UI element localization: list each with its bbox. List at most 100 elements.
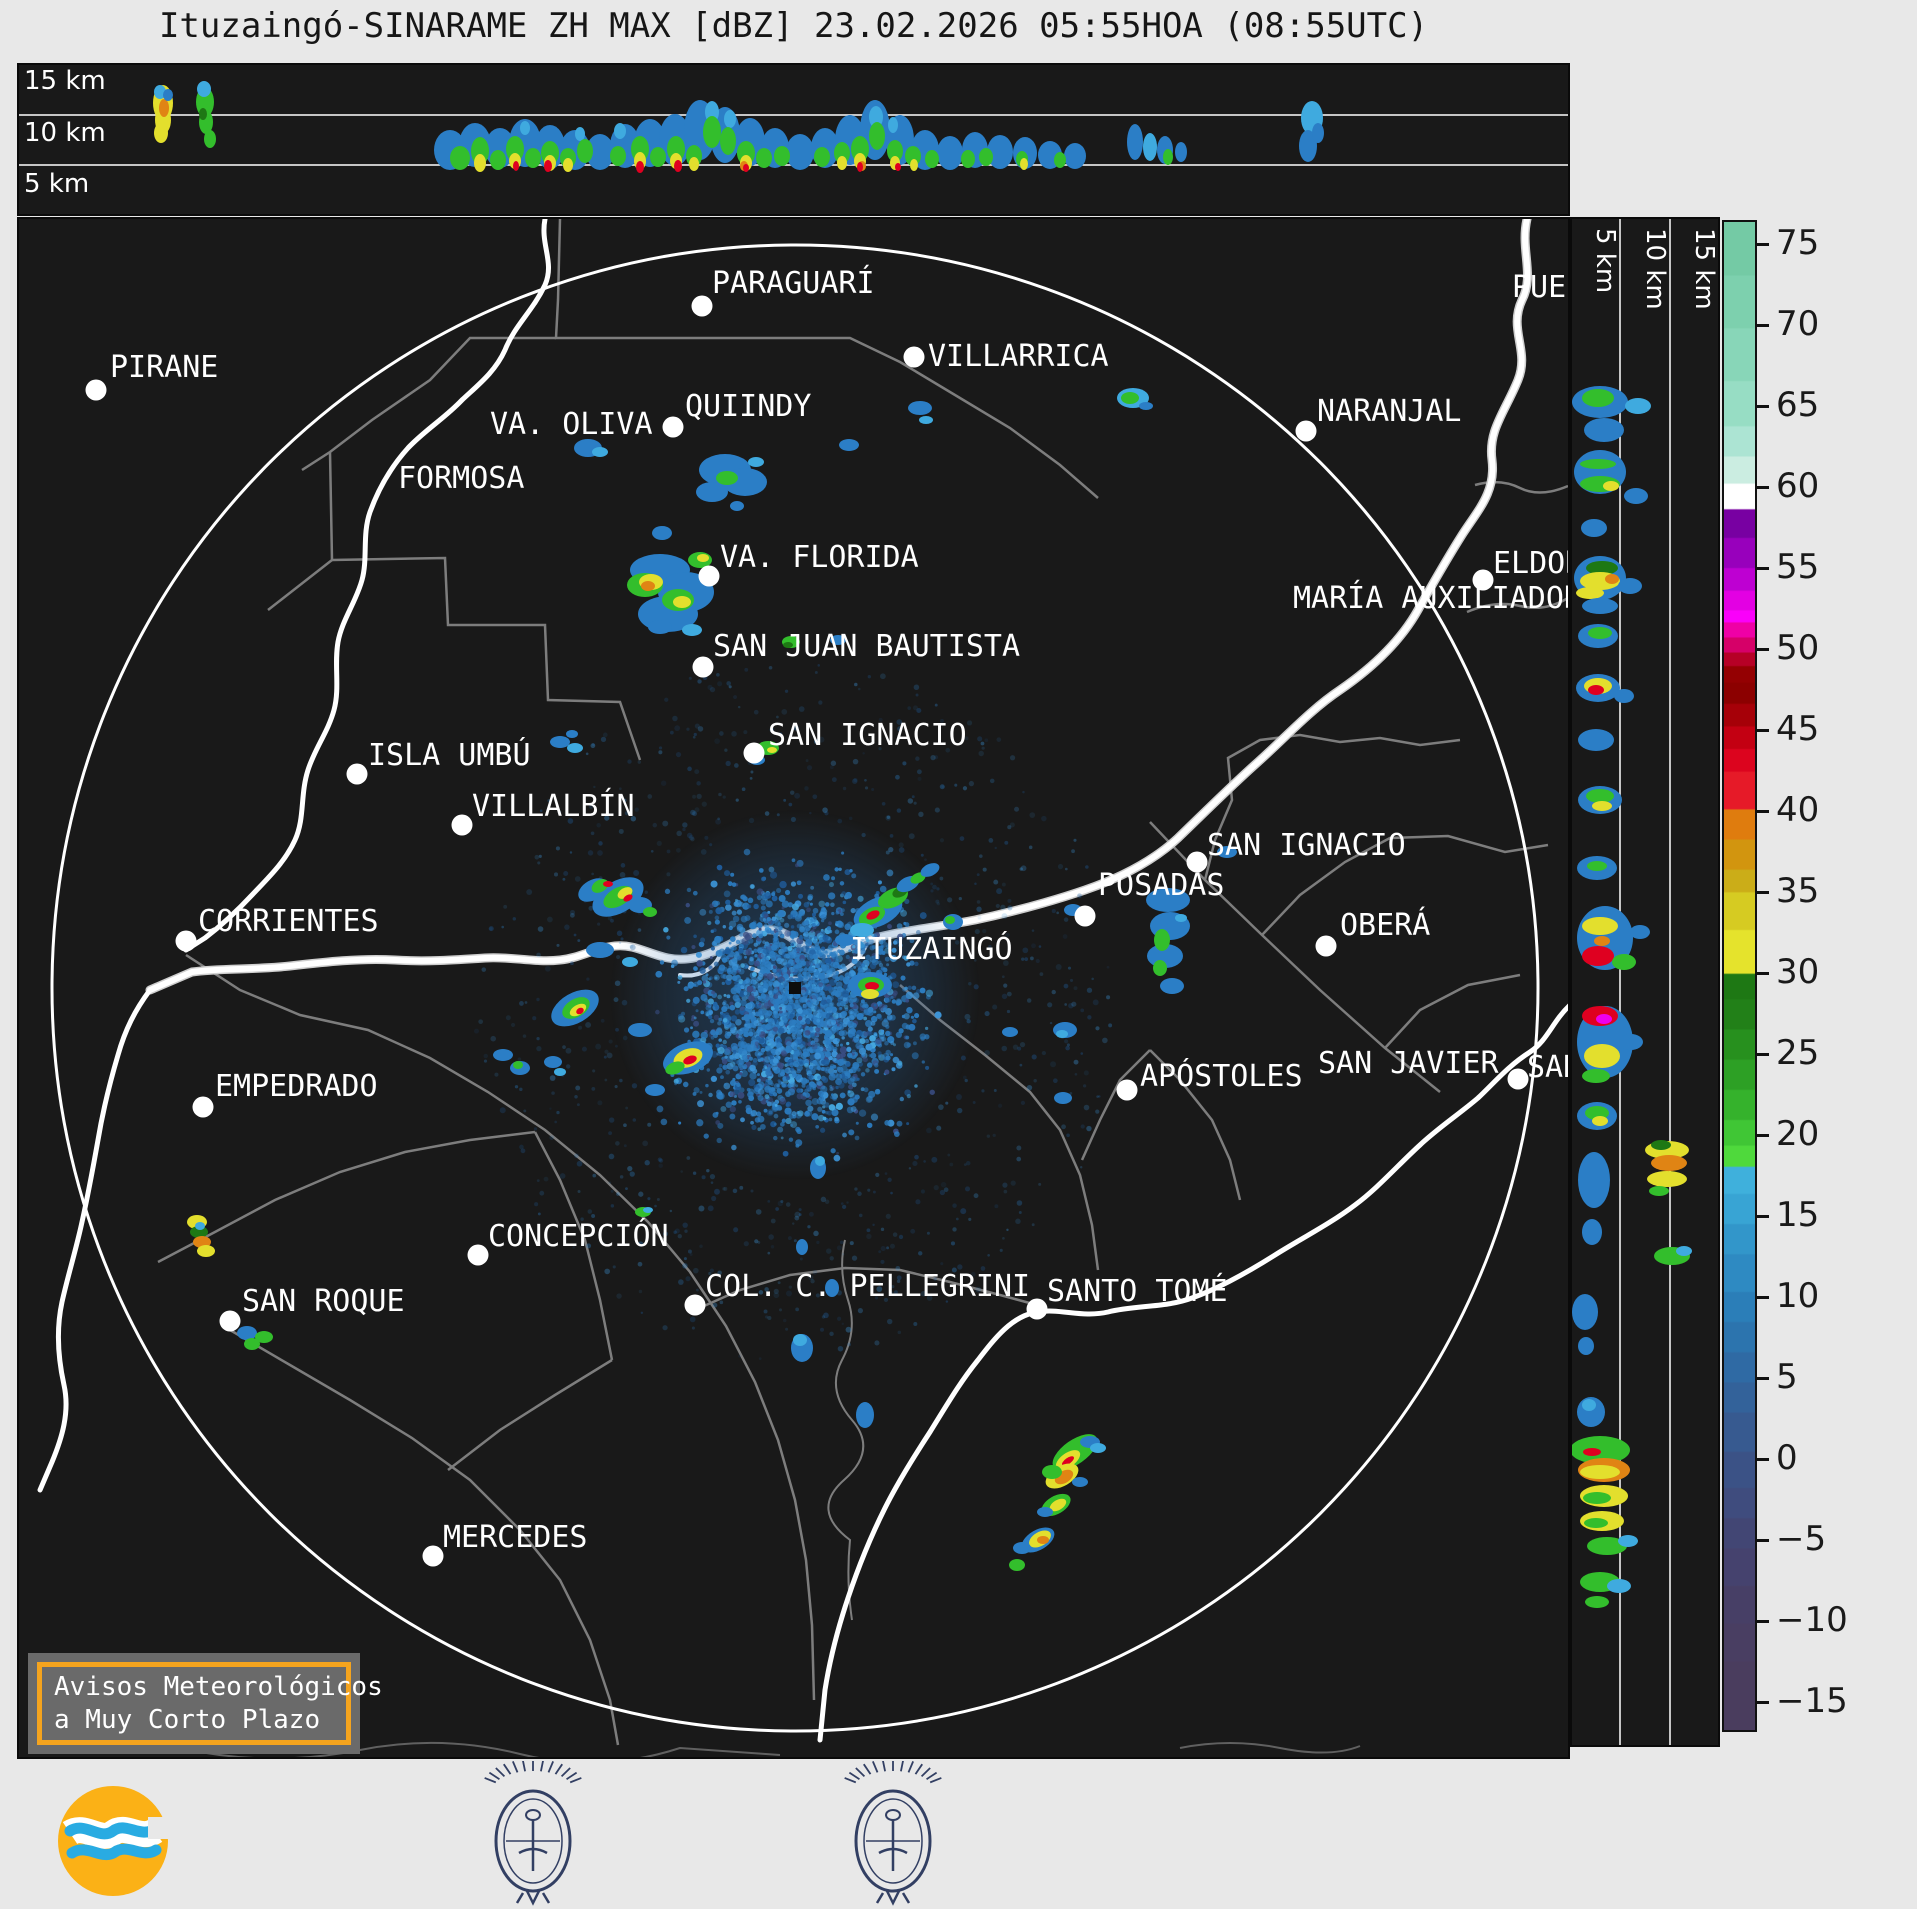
right-label-10km: 10 km — [1640, 228, 1670, 310]
echo-cell — [163, 89, 173, 101]
echo-cell — [1054, 152, 1066, 168]
city-villalb-n: VILLALBÍN — [451, 788, 635, 836]
city-label: COL. C. PELLEGRINI — [705, 1269, 1030, 1304]
city-dot — [1507, 1068, 1529, 1090]
city-naranjal: NARANJAL — [1295, 394, 1462, 442]
echo-cell — [979, 148, 993, 166]
city-dot — [691, 295, 713, 317]
echo-cell — [908, 401, 932, 415]
echo-cell — [1175, 914, 1187, 922]
echo-cell — [910, 159, 918, 171]
echo-cell — [720, 127, 736, 155]
colorbar-tick — [1757, 405, 1769, 408]
city-label: PARAGUARÍ — [712, 265, 875, 301]
city-label: SAN ROQUE — [242, 1284, 405, 1319]
echo-cell — [1596, 1014, 1612, 1024]
echo-cell — [1581, 519, 1607, 537]
right-label-5km: 5 km — [1590, 228, 1620, 294]
city-label: POSADAS — [1098, 868, 1224, 903]
echo-cell — [730, 501, 744, 511]
echo-cell — [554, 1068, 566, 1076]
city-label: VILLARRICA — [928, 339, 1109, 374]
city-va-florida: VA. FLORIDA — [698, 540, 919, 587]
echo-cell — [1586, 561, 1618, 575]
echo-cell — [851, 136, 869, 162]
city-label: SAN IGNACIO — [768, 718, 967, 753]
echo-cell — [1584, 1044, 1620, 1068]
echo-cell — [544, 160, 552, 172]
echo-cell — [154, 123, 168, 143]
echo-cell — [937, 136, 963, 170]
echo-cell — [786, 134, 814, 170]
city-pirane: PIRANE — [85, 350, 218, 401]
echo-cell — [682, 624, 702, 636]
echo-cell — [1605, 574, 1619, 584]
echo-cell — [1582, 917, 1618, 935]
echo-cell — [544, 1056, 562, 1068]
echo-cell — [774, 146, 790, 166]
defensa-crest — [484, 1761, 582, 1906]
echo-cell — [1584, 1518, 1608, 1528]
city-empedrado: EMPEDRADO — [192, 1069, 378, 1118]
echo-cell — [199, 108, 207, 120]
colorbar-tick — [1757, 1053, 1769, 1056]
city-santo-tom-: SANTO TOMÉ — [1026, 1273, 1228, 1320]
echo-cell — [493, 1049, 513, 1061]
echo-cell — [190, 1226, 208, 1238]
echo-cell — [490, 150, 506, 170]
echo-cell — [919, 416, 933, 424]
city-label: ELDORADO — [1493, 546, 1568, 581]
echo-cell — [1585, 1596, 1609, 1608]
echo-cell — [945, 916, 955, 924]
echo-cell — [674, 160, 682, 172]
echo-cell — [643, 1207, 653, 1213]
echo-cell — [563, 158, 573, 172]
echo-cell — [1586, 789, 1614, 803]
echo-cell — [195, 1222, 205, 1230]
smn-logo — [58, 1786, 173, 1896]
echo-cell — [837, 156, 847, 170]
echo-cell — [1062, 1456, 1074, 1466]
echo-cell — [1647, 1171, 1687, 1187]
warning-line-1: Avisos Meteorológicos — [54, 1671, 383, 1702]
colorbar-tick — [1757, 324, 1769, 327]
echo-cell — [1582, 1399, 1596, 1411]
footer-logos — [58, 1761, 942, 1906]
colorbar-tick-label: 65 — [1776, 385, 1820, 425]
echo-cell — [244, 1338, 260, 1350]
echo-cell — [1612, 954, 1636, 970]
echo-cell — [866, 910, 880, 920]
echo-cell — [1163, 149, 1173, 165]
echo-cell — [1619, 1034, 1643, 1050]
echo-cell — [586, 134, 614, 170]
city-san-ignacio: SAN IGNACIO — [1186, 828, 1406, 873]
city-label: SANTO TOMÉ — [1047, 1273, 1228, 1309]
right-cross-section-plot — [1572, 219, 1692, 1745]
colorbar-tick-label: −10 — [1776, 1600, 1848, 1640]
echo-cell — [1582, 389, 1614, 407]
dbz-colorbar — [1722, 220, 1757, 1732]
echo-cell — [550, 736, 570, 748]
echo-cell — [1587, 1537, 1627, 1555]
echo-cell — [1584, 418, 1624, 442]
city-label: VILLALBÍN — [472, 788, 635, 824]
city-label: SAN — [1527, 1050, 1568, 1085]
echo-cell — [197, 1245, 215, 1257]
city-dot — [662, 416, 684, 438]
echo-cell — [1578, 729, 1614, 751]
echo-cell — [1592, 801, 1612, 811]
city-label: OBERÁ — [1340, 907, 1430, 943]
city-dot — [1472, 569, 1494, 591]
city-label: CORRIENTES — [198, 904, 379, 939]
echo-cell — [1042, 1465, 1062, 1479]
echo-cell — [825, 1279, 839, 1297]
city-isla-umb-: ISLA UMBÚ — [346, 736, 531, 785]
echo-cell — [1582, 1219, 1602, 1245]
city-dot — [1116, 1079, 1138, 1101]
city-dot — [903, 346, 925, 368]
echo-cell — [1588, 685, 1604, 695]
warning-box[interactable]: Avisos Meteorológicos a Muy Corto Plazo — [28, 1653, 383, 1754]
echo-cell — [255, 1331, 273, 1343]
colorbar-tick-label: 15 — [1776, 1195, 1820, 1235]
echo-cell — [159, 99, 169, 117]
